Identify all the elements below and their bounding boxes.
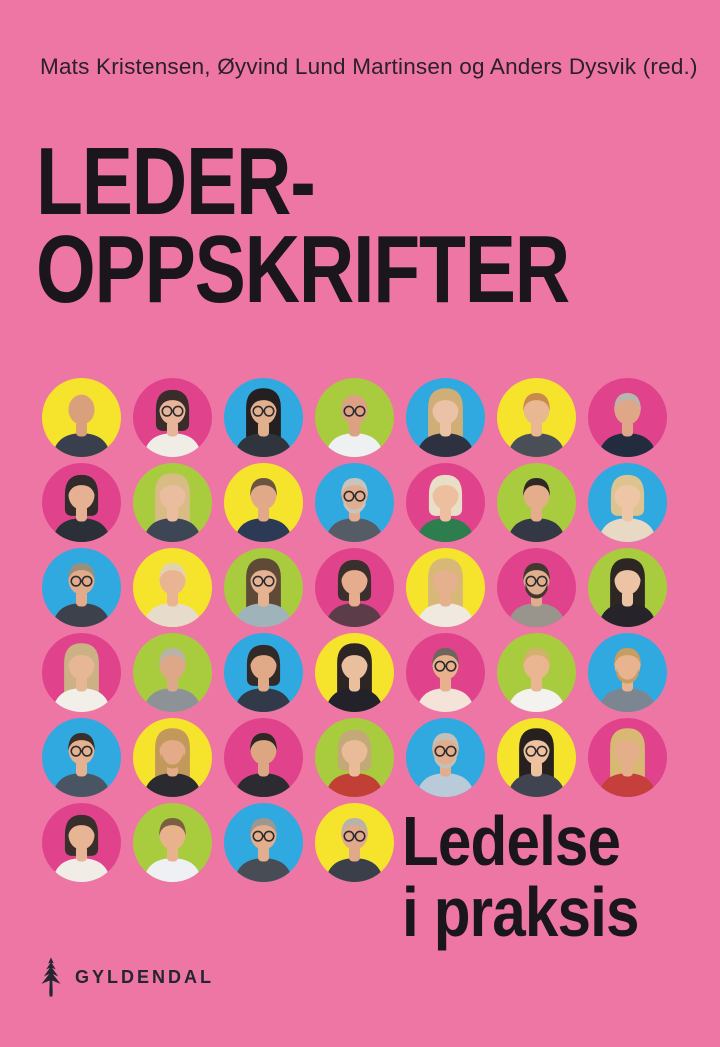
title-line-1: LEDER-: [36, 128, 316, 235]
portrait-r2c7: [588, 463, 667, 542]
portrait-r4c5: [406, 633, 485, 712]
publisher-name: GYLDENDAL: [75, 966, 214, 987]
portrait-r5c7: [588, 718, 667, 797]
portrait-r3c6: [497, 548, 576, 627]
portrait-r4c4: [315, 633, 394, 712]
portrait-r2c6: [497, 463, 576, 542]
book-title: LEDER- OPPSKRIFTER: [36, 128, 570, 324]
portrait-r1c1: [42, 378, 121, 457]
authors-line: Mats Kristensen, Øyvind Lund Martinsen o…: [40, 54, 698, 79]
portrait-r6c4: [315, 803, 394, 882]
portrait-r2c1: [42, 463, 121, 542]
portrait-r6c3: [224, 803, 303, 882]
portrait-r5c4: [315, 718, 394, 797]
portrait-r2c5: [406, 463, 485, 542]
portrait-r4c3: [224, 633, 303, 712]
portrait-r3c5: [406, 548, 485, 627]
publisher-logo: GYLDENDAL: [38, 956, 214, 998]
subtitle-line-1: Ledelse: [402, 802, 621, 880]
portrait-r5c5: [406, 718, 485, 797]
portrait-r1c4: [315, 378, 394, 457]
portrait-r1c5: [406, 378, 485, 457]
portrait-r1c3: [224, 378, 303, 457]
portrait-r1c6: [497, 378, 576, 457]
portrait-r2c2: [133, 463, 212, 542]
portrait-r6c1: [42, 803, 121, 882]
portrait-r2c4: [315, 463, 394, 542]
portrait-r3c7: [588, 548, 667, 627]
portrait-r1c2: [133, 378, 212, 457]
subtitle-line-2: i praksis: [402, 873, 639, 952]
portrait-r4c7: [588, 633, 667, 712]
portrait-r5c3: [224, 718, 303, 797]
subtitle: Ledelse i praksis: [402, 802, 639, 952]
portrait-r3c4: [315, 548, 394, 627]
portrait-r4c6: [497, 633, 576, 712]
portrait-r3c1: [42, 548, 121, 627]
spruce-tree-icon: [41, 957, 61, 997]
portrait-r5c1: [42, 718, 121, 797]
portrait-r5c6: [497, 718, 576, 797]
portrait-r4c1: [42, 633, 121, 712]
portrait-r2c3: [224, 463, 303, 542]
portrait-r6c2: [133, 803, 212, 882]
title-line-2: OPPSKRIFTER: [36, 216, 570, 324]
portrait-r4c2: [133, 633, 212, 712]
portrait-r1c7: [588, 378, 667, 457]
portrait-grid: [42, 378, 667, 882]
portrait-r3c2: [133, 548, 212, 627]
portrait-r5c2: [133, 718, 212, 797]
portrait-r3c3: [224, 548, 303, 627]
